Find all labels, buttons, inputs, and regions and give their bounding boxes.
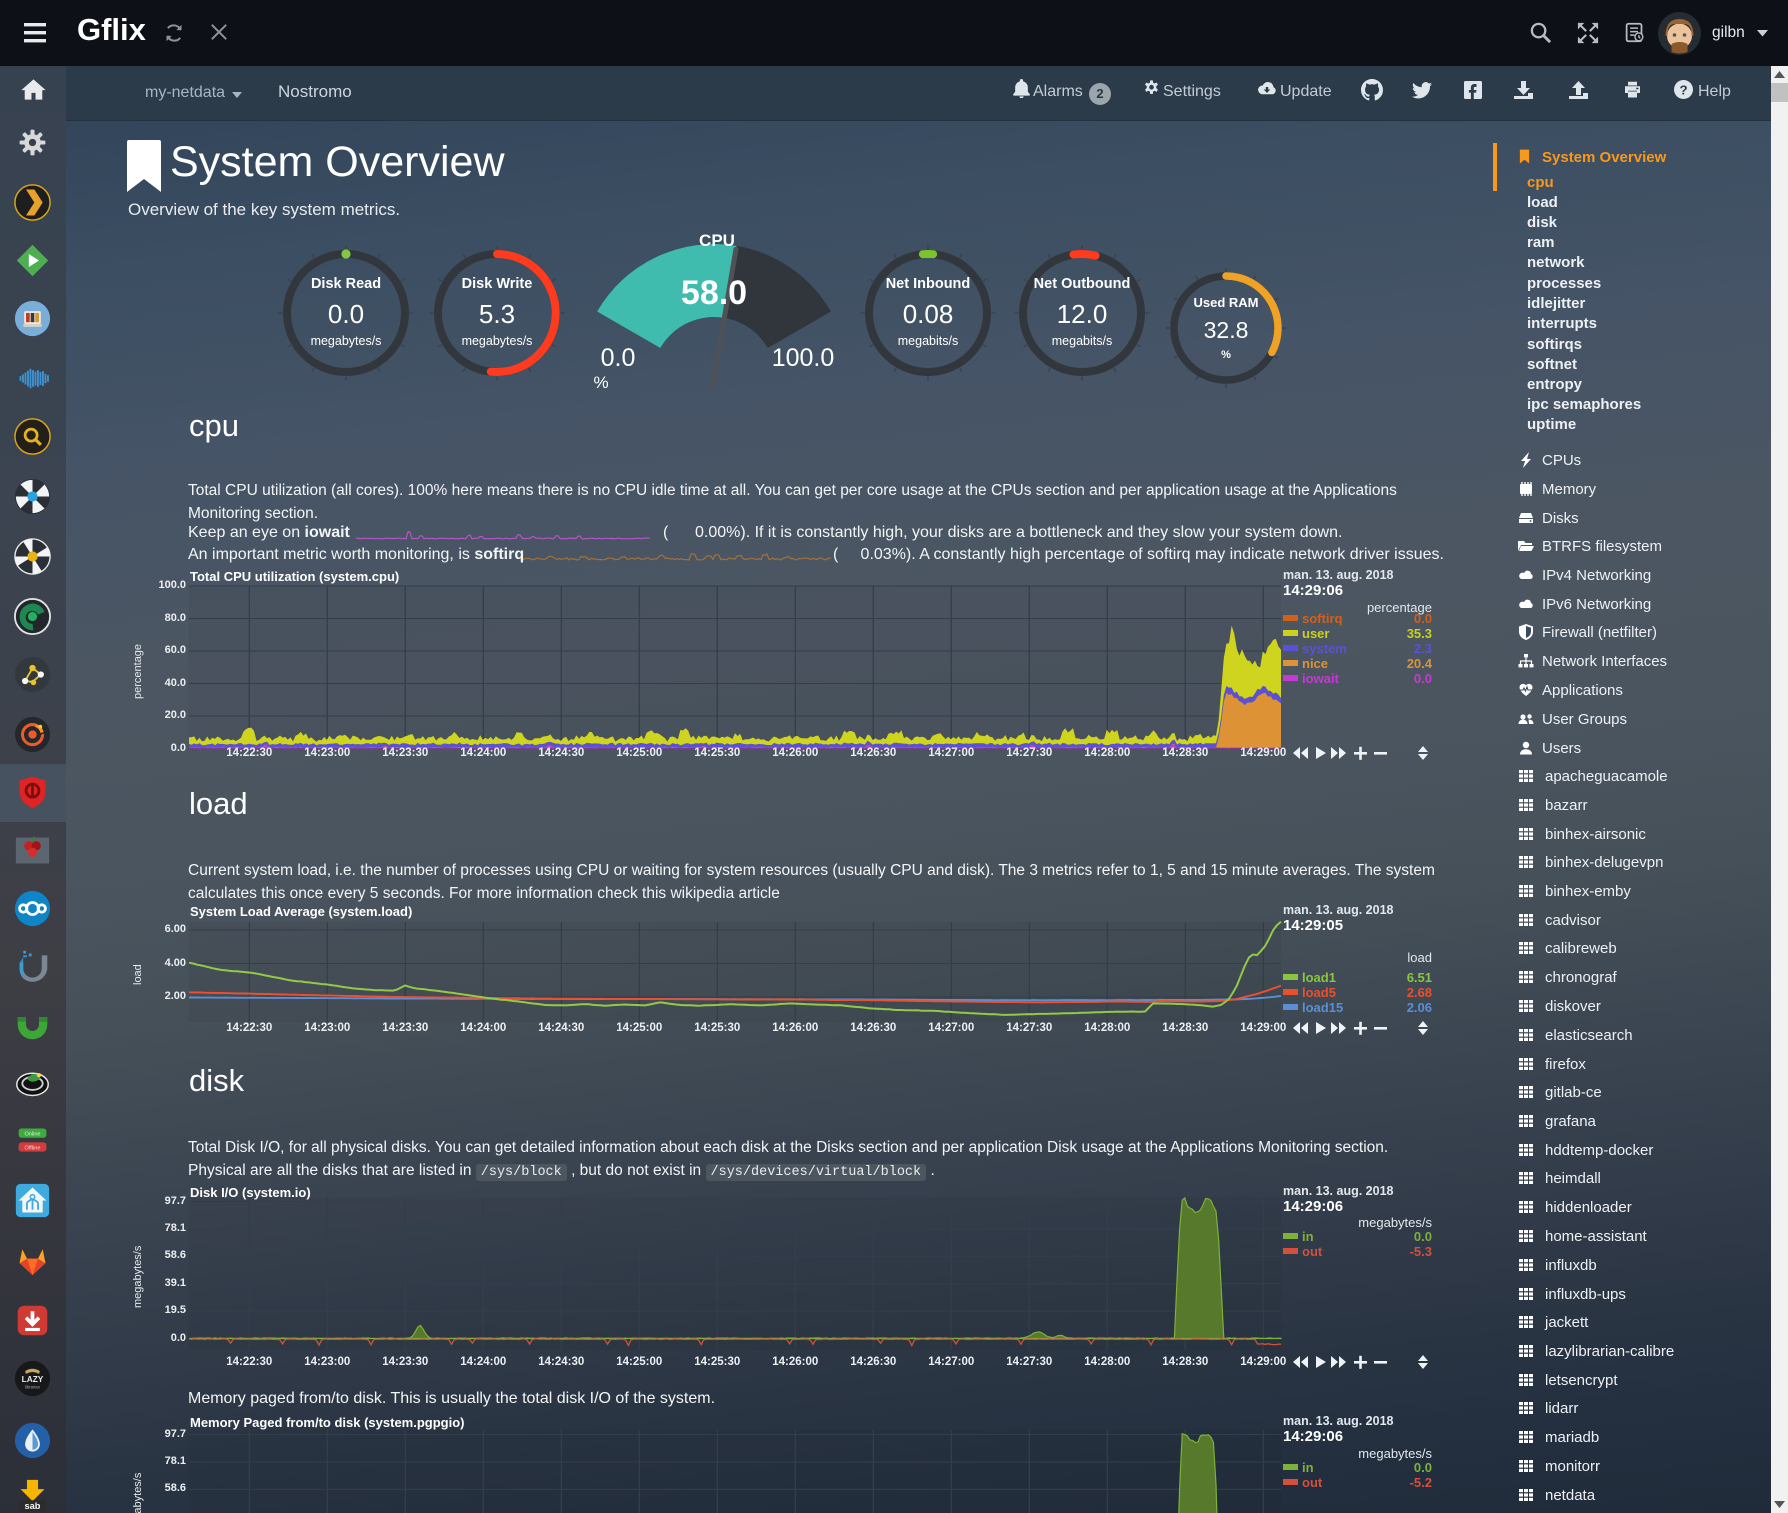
svg-text:Used RAM: Used RAM (1193, 295, 1258, 310)
svg-text:Disk Write: Disk Write (462, 276, 533, 292)
svg-text:12.0: 12.0 (1057, 299, 1108, 329)
svg-text:58.0: 58.0 (681, 274, 747, 312)
svg-text:100.0: 100.0 (772, 344, 835, 372)
svg-text:0.08: 0.08 (903, 299, 954, 329)
svg-text:LAZY: LAZY (22, 1374, 44, 1384)
svg-text:0.0: 0.0 (601, 344, 636, 372)
svg-text:CPU: CPU (699, 231, 735, 250)
svg-text:megabits/s: megabits/s (1052, 334, 1112, 348)
svg-text:%: % (593, 373, 608, 392)
svg-text:?: ? (1679, 82, 1687, 97)
svg-text:5.3: 5.3 (479, 299, 515, 329)
svg-text:Offline: Offline (25, 1145, 41, 1151)
svg-text:Net Outbound: Net Outbound (1034, 276, 1131, 292)
svg-text:Net Inbound: Net Inbound (886, 276, 971, 292)
svg-text:librarian: librarian (25, 1385, 40, 1390)
svg-text:megabits/s: megabits/s (898, 334, 958, 348)
svg-text:0.0: 0.0 (328, 299, 364, 329)
svg-text:megabytes/s: megabytes/s (311, 334, 382, 348)
svg-text:megabytes/s: megabytes/s (462, 334, 533, 348)
svg-text:32.8: 32.8 (1204, 317, 1249, 343)
svg-text:Online: Online (24, 1131, 40, 1137)
svg-text:sab: sab (25, 1501, 41, 1511)
svg-text:%: % (1221, 349, 1231, 361)
svg-text:Disk Read: Disk Read (311, 276, 381, 292)
